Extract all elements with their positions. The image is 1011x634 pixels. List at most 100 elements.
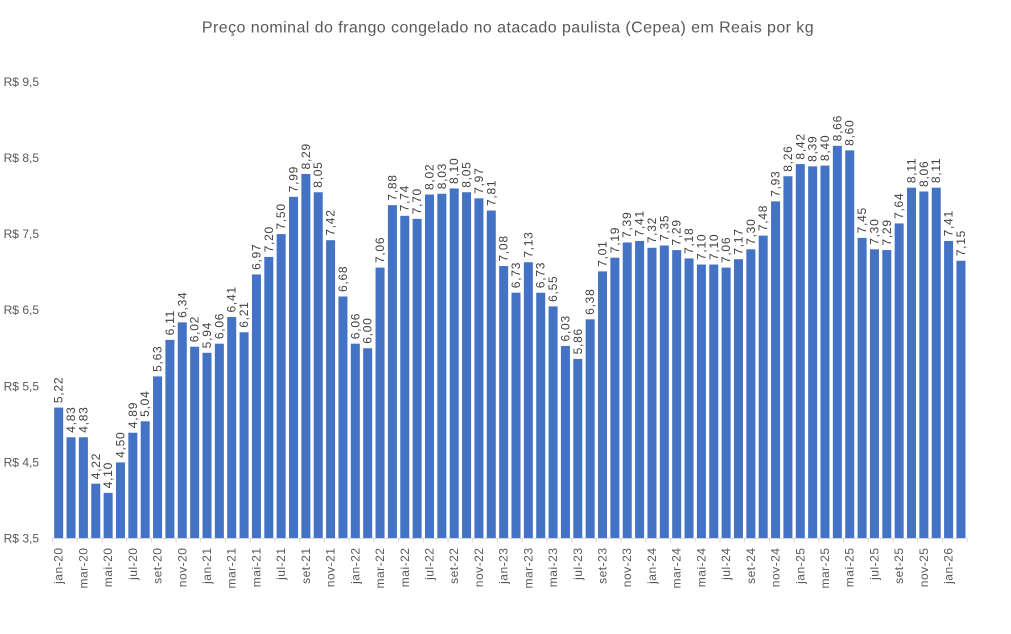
svg-text:8,10: 8,10 <box>447 158 461 184</box>
svg-text:7,10: 7,10 <box>694 234 708 260</box>
svg-text:7,41: 7,41 <box>942 210 956 236</box>
svg-text:8,06: 8,06 <box>917 161 931 187</box>
svg-text:6,73: 6,73 <box>534 262 548 288</box>
svg-text:6,06: 6,06 <box>348 313 362 339</box>
svg-text:6,38: 6,38 <box>583 288 597 314</box>
svg-text:6,34: 6,34 <box>175 292 189 318</box>
svg-text:jul-25: jul-25 <box>867 548 881 581</box>
svg-text:nov-24: nov-24 <box>769 548 783 588</box>
svg-text:mar-21: mar-21 <box>225 548 239 589</box>
svg-text:R$ 6,5: R$ 6,5 <box>4 303 40 317</box>
svg-text:8,11: 8,11 <box>905 158 919 183</box>
svg-text:7,18: 7,18 <box>682 228 696 254</box>
svg-text:7,15: 7,15 <box>954 230 968 256</box>
svg-text:jan-22: jan-22 <box>348 548 362 585</box>
svg-text:7,30: 7,30 <box>744 218 758 244</box>
svg-text:mar-24: mar-24 <box>670 548 684 589</box>
svg-text:5,94: 5,94 <box>200 322 214 348</box>
svg-text:7,13: 7,13 <box>521 231 535 257</box>
svg-text:mar-25: mar-25 <box>818 548 832 589</box>
svg-text:4,83: 4,83 <box>76 406 90 432</box>
svg-text:mai-22: mai-22 <box>398 548 412 588</box>
svg-text:6,03: 6,03 <box>558 315 572 341</box>
svg-text:nov-20: nov-20 <box>175 548 189 588</box>
svg-text:R$ 5,5: R$ 5,5 <box>4 379 40 393</box>
svg-text:7,30: 7,30 <box>867 218 881 244</box>
svg-text:6,11: 6,11 <box>163 310 177 335</box>
svg-text:8,05: 8,05 <box>460 161 474 187</box>
svg-text:7,70: 7,70 <box>410 188 424 214</box>
svg-text:5,22: 5,22 <box>52 377 66 403</box>
svg-text:4,22: 4,22 <box>89 453 103 479</box>
svg-text:set-24: set-24 <box>744 548 758 584</box>
svg-text:7,81: 7,81 <box>484 180 498 206</box>
svg-text:6,41: 6,41 <box>225 286 239 312</box>
svg-text:8,39: 8,39 <box>806 136 820 162</box>
svg-text:nov-22: nov-22 <box>472 548 486 588</box>
svg-text:7,39: 7,39 <box>620 212 634 238</box>
svg-text:mar-20: mar-20 <box>76 548 90 589</box>
svg-text:7,10: 7,10 <box>707 234 721 260</box>
svg-text:mai-21: mai-21 <box>249 548 263 588</box>
svg-text:jul-23: jul-23 <box>571 548 585 581</box>
svg-text:mai-25: mai-25 <box>843 548 857 588</box>
svg-text:R$ 3,5: R$ 3,5 <box>4 532 40 546</box>
svg-text:jul-24: jul-24 <box>719 548 733 581</box>
svg-text:7,06: 7,06 <box>373 237 387 263</box>
svg-text:7,29: 7,29 <box>670 219 684 245</box>
svg-text:8,03: 8,03 <box>435 163 449 189</box>
svg-text:jan-24: jan-24 <box>645 548 659 585</box>
svg-text:mai-20: mai-20 <box>101 548 115 588</box>
svg-text:7,19: 7,19 <box>608 227 622 253</box>
svg-text:4,89: 4,89 <box>126 402 140 428</box>
svg-text:7,08: 7,08 <box>497 235 511 261</box>
svg-text:mai-24: mai-24 <box>694 548 708 588</box>
svg-text:jan-26: jan-26 <box>942 548 956 585</box>
svg-text:8,26: 8,26 <box>781 145 795 171</box>
svg-text:4,83: 4,83 <box>64 406 78 432</box>
svg-text:nov-21: nov-21 <box>324 548 338 588</box>
svg-text:8,05: 8,05 <box>311 161 325 187</box>
svg-text:R$ 8,5: R$ 8,5 <box>4 151 40 165</box>
svg-text:jul-22: jul-22 <box>422 548 436 581</box>
svg-text:7,50: 7,50 <box>274 203 288 229</box>
svg-text:jan-20: jan-20 <box>52 548 66 585</box>
svg-text:7,20: 7,20 <box>262 226 276 252</box>
svg-text:6,73: 6,73 <box>509 262 523 288</box>
svg-text:6,55: 6,55 <box>546 276 560 302</box>
svg-text:jan-23: jan-23 <box>497 548 511 585</box>
svg-text:7,97: 7,97 <box>472 167 486 193</box>
svg-text:7,93: 7,93 <box>769 171 783 197</box>
svg-text:7,35: 7,35 <box>657 215 671 241</box>
svg-text:6,68: 6,68 <box>336 266 350 292</box>
svg-text:5,86: 5,86 <box>571 328 585 354</box>
svg-text:7,88: 7,88 <box>385 174 399 200</box>
svg-text:7,42: 7,42 <box>324 209 338 235</box>
svg-text:8,42: 8,42 <box>793 133 807 159</box>
svg-text:mai-23: mai-23 <box>546 548 560 588</box>
svg-text:5,04: 5,04 <box>138 390 152 416</box>
svg-text:7,41: 7,41 <box>633 210 647 236</box>
svg-text:8,29: 8,29 <box>299 143 313 169</box>
svg-text:mar-23: mar-23 <box>521 548 535 589</box>
svg-text:7,99: 7,99 <box>287 166 301 192</box>
svg-text:5,63: 5,63 <box>151 346 165 372</box>
svg-text:4,50: 4,50 <box>113 432 127 458</box>
svg-text:mar-22: mar-22 <box>373 548 387 589</box>
svg-text:R$ 9,5: R$ 9,5 <box>4 75 40 89</box>
svg-text:7,01: 7,01 <box>596 241 610 267</box>
svg-text:8,11: 8,11 <box>929 158 943 183</box>
svg-text:jul-21: jul-21 <box>274 548 288 581</box>
svg-text:7,48: 7,48 <box>756 205 770 231</box>
svg-text:jan-21: jan-21 <box>200 548 214 585</box>
svg-text:7,32: 7,32 <box>645 217 659 243</box>
svg-text:4,10: 4,10 <box>101 462 115 488</box>
svg-text:nov-25: nov-25 <box>917 548 931 588</box>
svg-text:8,60: 8,60 <box>843 120 857 146</box>
svg-text:8,40: 8,40 <box>818 135 832 161</box>
svg-text:jul-20: jul-20 <box>126 548 140 581</box>
svg-text:8,66: 8,66 <box>830 115 844 141</box>
svg-text:set-21: set-21 <box>299 548 313 584</box>
svg-text:7,64: 7,64 <box>892 193 906 219</box>
svg-text:6,21: 6,21 <box>237 301 251 327</box>
